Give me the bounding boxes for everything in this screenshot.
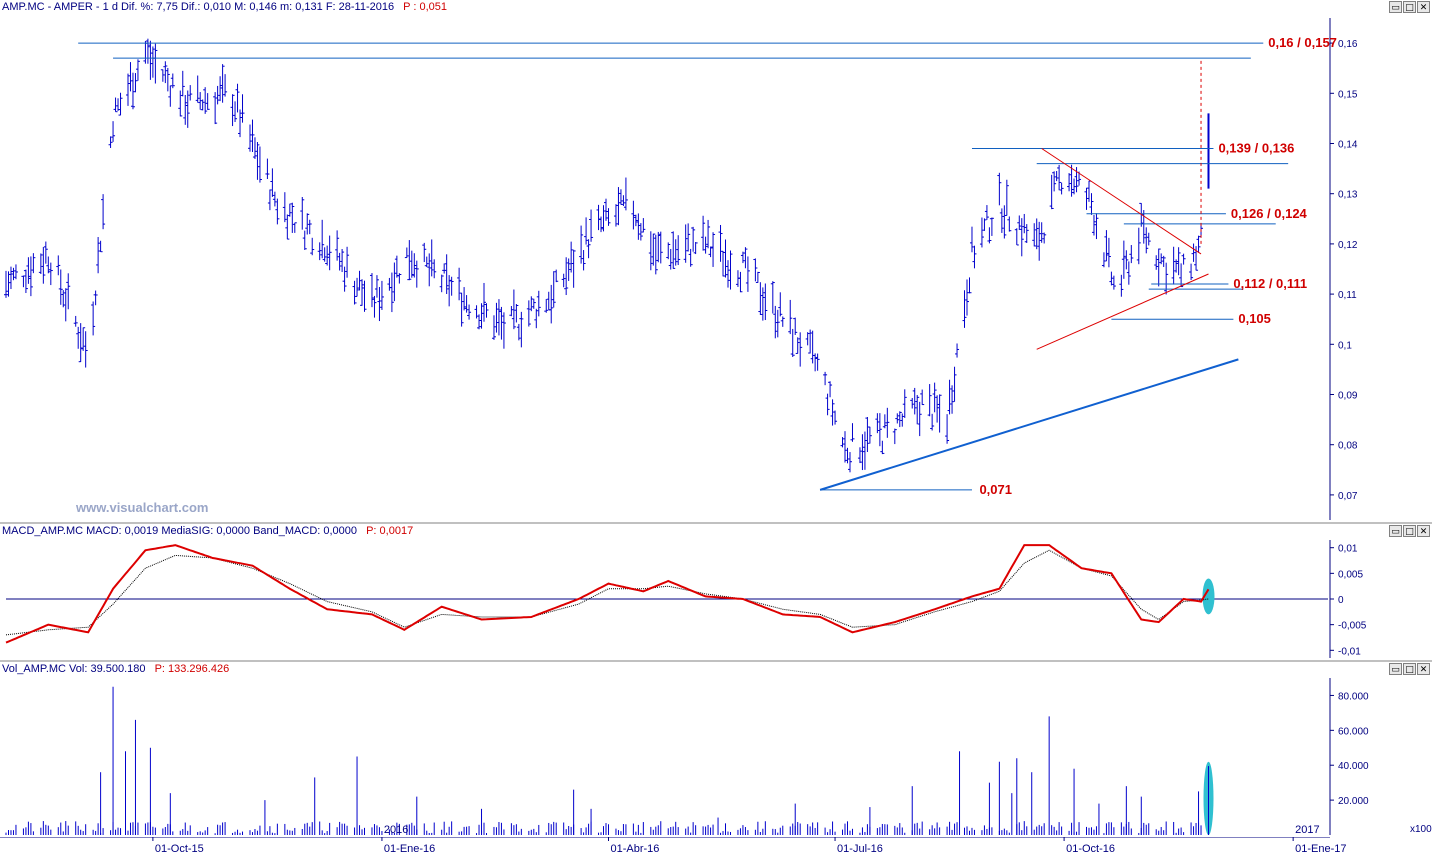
y-tick-label: 0,08 [1338,441,1358,452]
price-window-buttons: ▭ □ ✕ [1389,1,1430,14]
close-icon[interactable]: ✕ [1417,525,1430,537]
y-tick-label: -0,01 [1338,646,1361,657]
y-tick-label: 60.000 [1338,726,1369,737]
y-tick-label: 0,1 [1338,340,1352,351]
y-tick-label: 40.000 [1338,761,1369,772]
volume-window-buttons: ▭ □ ✕ [1389,663,1430,676]
y-tick-label: 0 [1338,595,1344,606]
x-tick-label: 01-Ene-16 [384,843,435,855]
y-tick-label: -0,005 [1338,621,1367,632]
annotation-label: 0,16 / 0,157 [1268,35,1337,50]
maximize-icon[interactable]: □ [1403,1,1416,13]
pane-divider[interactable] [0,522,1432,524]
minimize-icon[interactable]: ▭ [1389,663,1402,675]
minimize-icon[interactable]: ▭ [1389,1,1402,13]
y-tick-label: 0,07 [1338,491,1358,502]
macd-header-p: P: 0,0017 [366,525,414,537]
price-pane[interactable]: 0,16 0,15 0,14 0,13 0,12 0,11 0,1 0,09 0,08 0,07 0… [0,0,1432,522]
minimize-icon[interactable]: ▭ [1389,525,1402,537]
y-tick-label: 0,15 [1338,89,1358,100]
x-tick-label: 01-Abr-16 [610,843,659,855]
y-tick-label: 0,14 [1338,140,1358,151]
annotation-label: 0,071 [979,482,1012,497]
y-tick-label: 0,13 [1338,190,1358,201]
y-tick-label: 0,09 [1338,391,1358,402]
pane-divider[interactable] [0,660,1432,662]
maximize-icon[interactable]: □ [1403,525,1416,537]
date-axis: 01-Oct-15 01-Ene-16 01-Abr-16 01-Jul-16 01-O… [0,837,1347,855]
x-tick-label: 01-Oct-16 [1066,843,1115,855]
volume-header-p: P: 133.296.426 [154,663,230,675]
trendline [819,358,1239,491]
close-icon[interactable]: ✕ [1417,663,1430,675]
y-tick-label: 0,12 [1338,240,1358,251]
volume-header: Vol_AMP.MC Vol: 39.500.180 P: 133.296.42… [0,662,1330,677]
macd-chart[interactable]: 0,01 0,005 0 -0,005 -0,01 [0,524,1432,660]
close-icon[interactable]: ✕ [1417,1,1430,13]
trendline [1036,273,1209,350]
x-tick-label: 01-Oct-15 [155,843,204,855]
watermark: www.visualchart.com [75,500,208,515]
year-mark-label: 2016 [384,824,408,836]
signal-line [5,549,1209,636]
y-tick-label: 80.000 [1338,691,1369,702]
annotation-label: 0,139 / 0,136 [1218,141,1294,156]
volume-chart[interactable]: 80.000 60.000 40.000 20.000 x1000 2016 2017 [0,662,1432,837]
macd-highlight [1202,578,1215,615]
macd-pane[interactable]: 0,01 0,005 0 -0,005 -0,01 MACD_AMP.MC MACD: … [0,524,1432,660]
volume-header-text: Vol_AMP.MC Vol: 39.500.180 [2,663,146,675]
x-tick-label: 01-Jul-16 [837,843,883,855]
macd-header: MACD_AMP.MC MACD: 0,0019 MediaSIG: 0,000… [0,524,1330,539]
macd-header-text: MACD_AMP.MC MACD: 0,0019 MediaSIG: 0,000… [2,525,358,537]
maximize-icon[interactable]: □ [1403,663,1416,675]
price-header-p: P : 0,051 [403,1,448,13]
y-tick-label: 0,16 [1338,39,1358,50]
trendline [1041,148,1202,255]
year-mark-label: 2017 [1295,824,1319,836]
y-tick-label: 0,11 [1338,290,1357,301]
annotation-label: 0,126 / 0,124 [1231,206,1308,221]
x-tick-label: 01-Ene-17 [1295,843,1346,855]
price-header-text: AMP.MC - AMPER - 1 d Dif. %: 7,75 Dif.: … [2,1,395,13]
price-chart[interactable]: 0,16 0,15 0,14 0,13 0,12 0,11 0,1 0,09 0,08 0,07 0… [0,0,1432,522]
y-tick-label: 0,01 [1338,544,1358,555]
annotation-label: 0,112 / 0,111 [1233,276,1307,291]
macd-line [5,544,1210,644]
volume-pane[interactable]: 80.000 60.000 40.000 20.000 x1000 2016 2017 Vo… [0,662,1432,837]
volume-scale-unit: x1000 [1410,824,1432,835]
annotation-label: 0,105 [1238,311,1271,326]
y-tick-label: 20.000 [1338,796,1369,807]
macd-window-buttons: ▭ □ ✕ [1389,525,1430,538]
price-header: AMP.MC - AMPER - 1 d Dif. %: 7,75 Dif.: … [0,0,1330,15]
y-tick-label: 0,005 [1338,569,1363,580]
